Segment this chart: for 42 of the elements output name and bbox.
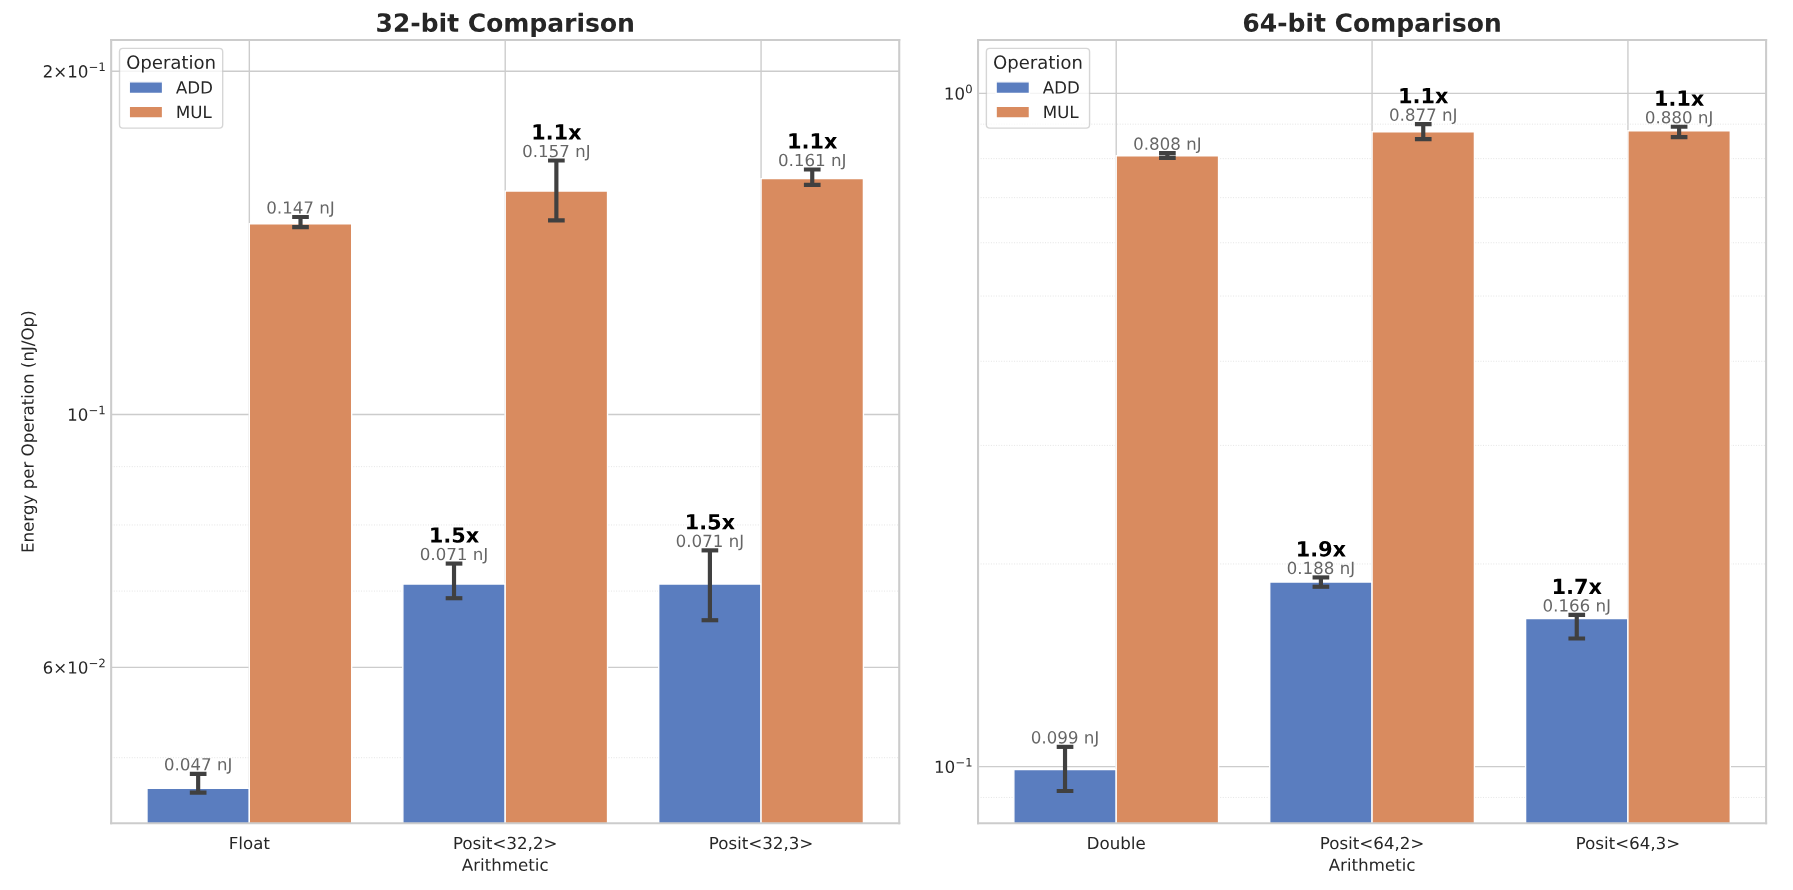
- x-tick-label: Double: [1088, 836, 1145, 850]
- annotation: 1.9x: [1298, 540, 1346, 557]
- annotation: 1.7x: [1553, 578, 1602, 594]
- x-tick-label: Posit<32,3>: [710, 836, 812, 852]
- data-label: 0.071 nJ: [676, 534, 743, 551]
- data-label: 0.099 nJ: [1031, 731, 1098, 747]
- y-tick-label: 10$^{−1}$: [935, 757, 972, 774]
- x-axis-title: Arithmetic: [1328, 858, 1415, 872]
- x-tick-label: Float: [230, 836, 270, 850]
- x-axis-title: Arithmetic: [461, 858, 548, 872]
- y-tick-label: 2×10$^{−1}$: [43, 62, 105, 78]
- annotation: 1.5x: [431, 527, 479, 543]
- data-label: 0.880 nJ: [1645, 110, 1712, 127]
- data-label: 0.808 nJ: [1134, 137, 1200, 154]
- annotation: 1.1x: [533, 124, 582, 140]
- data-label: 0.877 nJ: [1390, 108, 1456, 125]
- legend-title: Operation: [994, 55, 1082, 73]
- annotation: 1.1x: [1400, 87, 1449, 104]
- y-axis-title: Energy per Operation (nJ/Op): [20, 311, 38, 552]
- x-tick-label: Posit<64,3>: [1577, 836, 1679, 852]
- data-label: 0.147 nJ: [267, 201, 334, 217]
- x-tick-label: Posit<32,2>: [454, 836, 556, 852]
- legend-label: MUL: [1044, 105, 1079, 119]
- chart-title: 64-bit Comparison: [1243, 12, 1500, 37]
- data-label: 0.188 nJ: [1287, 561, 1354, 578]
- x-tick-label: Posit<64,2>: [1321, 836, 1423, 852]
- y-tick-label: 10$^{0}$: [945, 84, 972, 100]
- annotation: 1.1x: [789, 133, 838, 149]
- data-label: 0.047 nJ: [165, 757, 231, 774]
- legend-title: Operation: [127, 55, 215, 73]
- data-label: 0.161 nJ: [779, 153, 845, 170]
- y-tick-label: 6×10$^{−2}$: [43, 658, 105, 674]
- legend-label: ADD: [1042, 81, 1079, 94]
- legend-label: ADD: [176, 81, 212, 94]
- data-label: 0.166 nJ: [1543, 599, 1610, 615]
- y-tick-label: 10$^{−1}$: [68, 405, 105, 421]
- data-label: 0.071 nJ: [420, 547, 487, 564]
- data-label: 0.157 nJ: [523, 144, 589, 161]
- annotation: 1.5x: [687, 514, 735, 530]
- chart-title: 32-bit Comparison: [377, 12, 633, 37]
- legend-label: MUL: [177, 105, 212, 119]
- annotation: 1.1x: [1656, 90, 1704, 106]
